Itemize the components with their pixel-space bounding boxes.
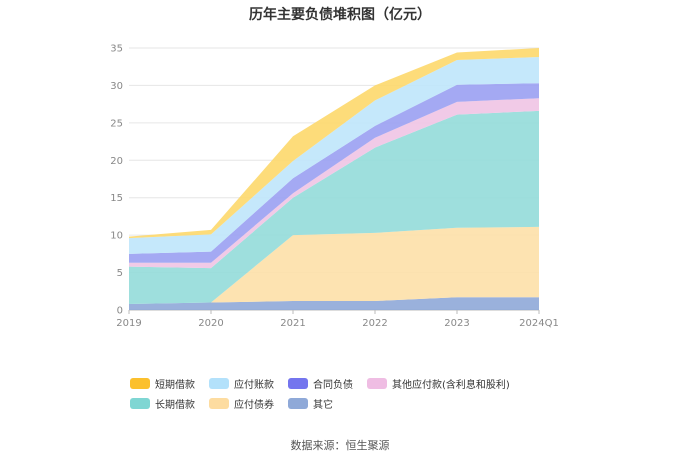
area-series <box>129 110 539 305</box>
legend-label: 其它 <box>313 400 333 411</box>
area-layers <box>129 48 539 310</box>
x-tick-label: 2019 <box>116 318 141 329</box>
y-tick-label: 0 <box>117 306 123 317</box>
legend-label: 长期借款 <box>155 400 195 411</box>
chart-title: 历年主要负债堆积图（亿元） <box>249 7 431 23</box>
y-tick-label: 35 <box>110 44 123 55</box>
y-tick-label: 10 <box>110 231 123 242</box>
y-axis: 0 5 10 15 20 25 30 35 <box>110 44 123 317</box>
legend-item[interactable]: 长期借款 <box>130 396 195 411</box>
area-series <box>129 57 539 254</box>
legend-swatch <box>288 378 308 389</box>
legend-label: 合同负债 <box>313 380 353 391</box>
y-tick-label: 25 <box>110 118 123 129</box>
legend-item[interactable]: 短期借款 <box>130 376 195 391</box>
legend-label: 其他应付款(含利息和股利) <box>392 380 510 391</box>
legend-item[interactable]: 应付债券 <box>209 396 274 411</box>
legend-swatch <box>130 398 150 409</box>
legend-swatch <box>209 378 229 389</box>
legend-item[interactable]: 合同负债 <box>288 376 353 391</box>
legend-item[interactable]: 其它 <box>288 396 333 411</box>
y-tick-label: 30 <box>110 81 123 92</box>
legend-item[interactable]: 其他应付款(含利息和股利) <box>367 376 510 391</box>
area-series <box>129 297 539 310</box>
legend-label: 应付账款 <box>234 380 274 391</box>
y-tick-label: 5 <box>117 268 123 279</box>
y-tick-label: 20 <box>110 156 123 167</box>
x-axis: 2019 2020 2021 2022 2023 2024Q1 <box>116 310 559 329</box>
x-tick-label: 2024Q1 <box>519 318 559 329</box>
legend-swatch <box>288 398 308 409</box>
legend-label: 应付债券 <box>234 400 274 411</box>
y-tick-label: 15 <box>110 193 123 204</box>
area-series <box>129 226 539 304</box>
x-tick-label: 2023 <box>444 318 469 329</box>
legend: 短期借款 应付账款 合同负债 其他应付款(含利息和股利) 长期借款 应付债券 其它 <box>130 376 570 411</box>
legend-swatch <box>209 398 229 409</box>
legend-swatch <box>367 378 387 389</box>
x-tick-label: 2020 <box>198 318 223 329</box>
legend-item[interactable]: 应付账款 <box>209 376 274 391</box>
data-source-note: 数据来源：恒生聚源 <box>290 439 390 452</box>
legend-label: 短期借款 <box>155 380 195 391</box>
legend-swatch <box>130 378 150 389</box>
x-tick-label: 2022 <box>362 318 387 329</box>
x-tick-label: 2021 <box>280 318 305 329</box>
